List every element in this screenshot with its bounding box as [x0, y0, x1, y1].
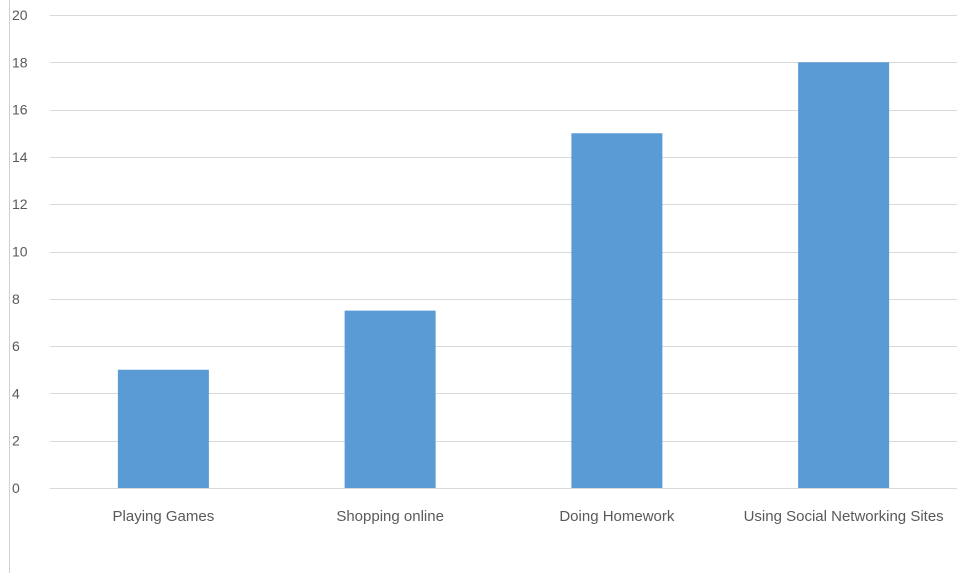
y-axis-tick-labels: 0 2 4 6 8 10 12 14 16 18 20 [12, 7, 28, 496]
y-tick-label: 0 [12, 480, 20, 496]
y-tick-label: 2 [12, 433, 20, 449]
y-tick-label: 18 [12, 54, 28, 70]
y-tick-label: 16 [12, 102, 28, 118]
y-tick-label: 20 [12, 7, 28, 23]
bars [117, 62, 890, 489]
bar-doing-homework [571, 133, 663, 488]
bar-using-social-networking-sites [798, 62, 890, 489]
y-tick-label: 4 [12, 385, 20, 401]
y-tick-label: 6 [12, 338, 20, 354]
x-category-label: Shopping online [336, 508, 444, 525]
x-category-label: Doing Homework [559, 508, 675, 525]
bar-shopping-online [344, 310, 436, 488]
x-axis-category-labels: Playing Games Shopping online Doing Homewo… [113, 508, 944, 525]
x-category-label: Using Social Networking Sites [744, 508, 944, 525]
y-tick-label: 14 [12, 149, 28, 165]
x-category-label: Playing Games [113, 508, 215, 525]
y-tick-label: 12 [12, 196, 28, 212]
y-tick-label: 10 [12, 244, 28, 260]
bar-playing-games [117, 369, 209, 488]
y-tick-label: 8 [12, 291, 20, 307]
